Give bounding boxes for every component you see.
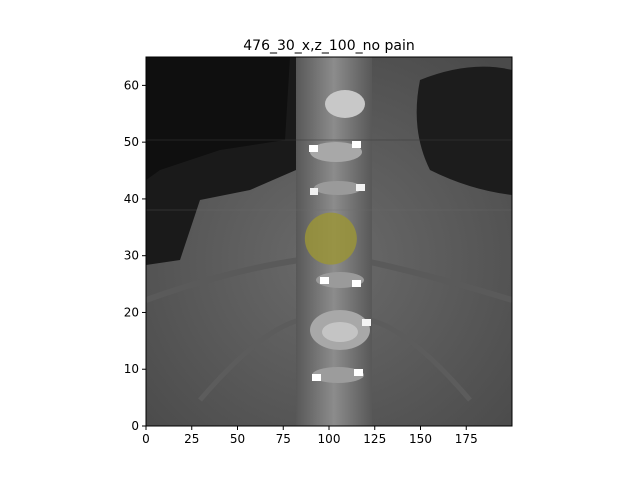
ct-image [146, 57, 512, 426]
x-axis-ticks: 0 25 50 75 100 125 150 175 [142, 426, 478, 446]
roi-circle-marker [304, 212, 357, 265]
x-tick-label: 175 [455, 432, 478, 446]
y-tick-label: 60 [124, 78, 139, 92]
y-tick-label: 40 [124, 192, 139, 206]
y-tick-label: 50 [124, 135, 139, 149]
x-tick-label: 100 [318, 432, 341, 446]
y-tick-label: 20 [124, 305, 139, 319]
y-tick-label: 10 [124, 362, 139, 376]
x-tick-label: 75 [276, 432, 291, 446]
y-tick-label: 30 [124, 249, 139, 263]
x-tick-label: 25 [184, 432, 199, 446]
x-tick-label: 50 [230, 432, 245, 446]
plot-title: 476_30_x,z_100_no pain [243, 38, 414, 54]
x-tick-label: 0 [142, 432, 150, 446]
y-tick-label: 0 [131, 419, 139, 433]
x-tick-label: 150 [409, 432, 432, 446]
y-axis-ticks: 0 10 20 30 40 50 60 [124, 78, 146, 433]
x-tick-label: 125 [363, 432, 386, 446]
